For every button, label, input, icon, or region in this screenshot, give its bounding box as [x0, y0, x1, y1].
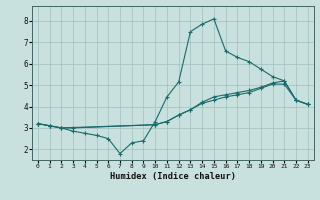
X-axis label: Humidex (Indice chaleur): Humidex (Indice chaleur)	[110, 172, 236, 181]
